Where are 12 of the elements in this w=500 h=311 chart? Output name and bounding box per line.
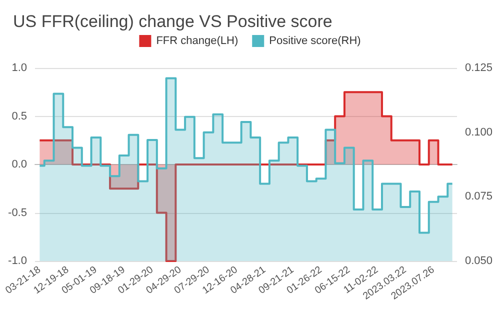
y-tick-label: -0.5 — [8, 206, 27, 219]
y2-tick-label: 0.125 — [465, 62, 493, 74]
y-tick-label: 0.5 — [12, 110, 27, 122]
chart-title: US FFR(ceiling) change VS Positive score — [13, 12, 332, 31]
y-tick-label: 0.0 — [12, 158, 27, 170]
legend-label: Positive score(RH) — [269, 35, 361, 47]
y2-tick-label: 0.075 — [465, 190, 493, 203]
y2-tick-label: 0.050 — [465, 255, 493, 267]
y2-tick-label: 0.100 — [465, 126, 493, 138]
y-tick-label: 1.0 — [12, 62, 27, 74]
y-tick-label: -1.0 — [8, 255, 27, 267]
legend-label: FFR change(LH) — [156, 35, 238, 47]
